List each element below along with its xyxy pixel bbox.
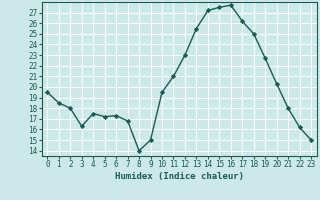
X-axis label: Humidex (Indice chaleur): Humidex (Indice chaleur) (115, 172, 244, 181)
